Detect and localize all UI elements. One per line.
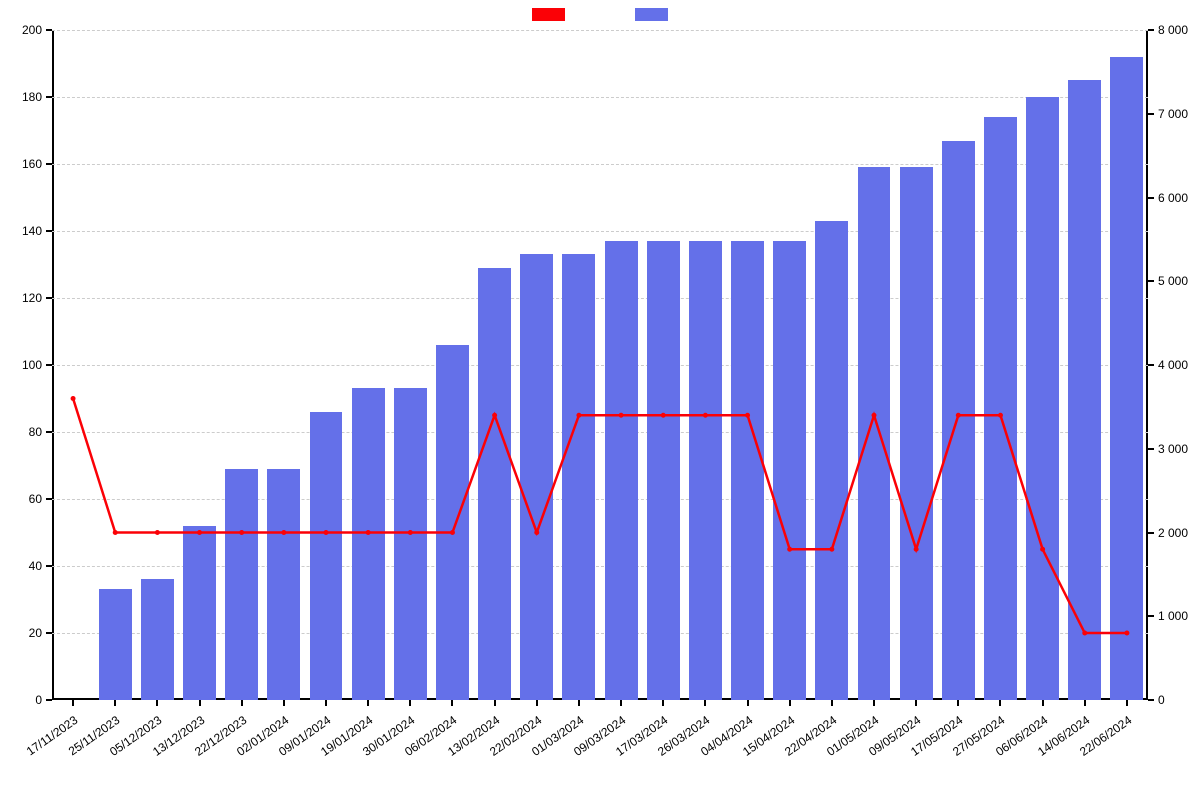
x-tick (620, 700, 622, 706)
y-right-tick-label: 7 000 (1158, 107, 1188, 121)
line-marker (956, 413, 961, 418)
y-left-tick-label: 200 (0, 23, 42, 37)
x-tick (325, 700, 327, 706)
line-marker (914, 547, 919, 552)
x-tick (704, 700, 706, 706)
x-tick (494, 700, 496, 706)
legend-swatch-line (532, 8, 565, 21)
line-marker (492, 413, 497, 418)
x-tick (1126, 700, 1128, 706)
line-marker (998, 413, 1003, 418)
x-tick (662, 700, 664, 706)
plot-area (52, 30, 1148, 700)
line-series-svg (52, 30, 1148, 700)
y-left-tick (46, 96, 52, 98)
y-left-tick (46, 498, 52, 500)
y-right-tick (1148, 615, 1154, 617)
y-left-tick (46, 163, 52, 165)
line-marker (71, 396, 76, 401)
line-marker (745, 413, 750, 418)
y-left-tick-label: 20 (0, 626, 42, 640)
x-tick (999, 700, 1001, 706)
y-right-tick (1148, 197, 1154, 199)
y-right-tick-label: 8 000 (1158, 23, 1188, 37)
y-left-tick-label: 40 (0, 559, 42, 573)
x-tick (747, 700, 749, 706)
line-marker (872, 413, 877, 418)
x-tick (283, 700, 285, 706)
y-right-tick-label: 6 000 (1158, 191, 1188, 205)
x-tick (409, 700, 411, 706)
line-series (73, 399, 1127, 634)
y-right-tick (1148, 448, 1154, 450)
y-right-tick-label: 1 000 (1158, 609, 1188, 623)
y-left-tick-label: 0 (0, 693, 42, 707)
legend (0, 8, 1200, 21)
x-tick (451, 700, 453, 706)
y-right-tick (1148, 29, 1154, 31)
x-tick-label: 17/11/2023 (7, 713, 81, 770)
y-left-tick (46, 632, 52, 634)
x-tick (831, 700, 833, 706)
x-tick (957, 700, 959, 706)
y-right-tick (1148, 280, 1154, 282)
line-marker (239, 530, 244, 535)
line-marker (787, 547, 792, 552)
y-left-tick-label: 60 (0, 492, 42, 506)
line-marker (703, 413, 708, 418)
y-left-tick-label: 140 (0, 224, 42, 238)
line-marker (619, 413, 624, 418)
y-left-tick (46, 364, 52, 366)
y-right-tick (1148, 532, 1154, 534)
y-right-tick (1148, 113, 1154, 115)
x-tick (915, 700, 917, 706)
y-left-tick (46, 297, 52, 299)
line-marker (661, 413, 666, 418)
x-tick (578, 700, 580, 706)
line-marker (155, 530, 160, 535)
y-right-tick-label: 2 000 (1158, 526, 1188, 540)
x-tick (156, 700, 158, 706)
line-marker (829, 547, 834, 552)
line-marker (576, 413, 581, 418)
y-right-tick-label: 0 (1158, 693, 1165, 707)
x-tick (789, 700, 791, 706)
x-tick (873, 700, 875, 706)
line-marker (113, 530, 118, 535)
y-left-tick-label: 120 (0, 291, 42, 305)
x-tick (367, 700, 369, 706)
y-left-tick-label: 160 (0, 157, 42, 171)
line-marker (450, 530, 455, 535)
x-tick (114, 700, 116, 706)
y-left-tick (46, 699, 52, 701)
line-marker (197, 530, 202, 535)
y-right-tick-label: 5 000 (1158, 274, 1188, 288)
y-left-tick-label: 80 (0, 425, 42, 439)
y-right-tick-label: 3 000 (1158, 442, 1188, 456)
y-left-tick-label: 180 (0, 90, 42, 104)
line-marker (1124, 631, 1129, 636)
legend-swatch-bar (635, 8, 668, 21)
x-tick (1042, 700, 1044, 706)
line-marker (281, 530, 286, 535)
y-right-tick-label: 4 000 (1158, 358, 1188, 372)
y-right-tick (1148, 364, 1154, 366)
y-left-tick (46, 230, 52, 232)
line-marker (408, 530, 413, 535)
x-tick (72, 700, 74, 706)
y-right-tick (1148, 699, 1154, 701)
line-marker (1082, 631, 1087, 636)
line-marker (534, 530, 539, 535)
x-tick (199, 700, 201, 706)
y-left-tick (46, 565, 52, 567)
line-marker (1040, 547, 1045, 552)
y-left-tick (46, 29, 52, 31)
line-marker (324, 530, 329, 535)
y-left-tick-label: 100 (0, 358, 42, 372)
x-tick (1084, 700, 1086, 706)
line-marker (366, 530, 371, 535)
x-tick (241, 700, 243, 706)
y-left-tick (46, 431, 52, 433)
x-tick (536, 700, 538, 706)
